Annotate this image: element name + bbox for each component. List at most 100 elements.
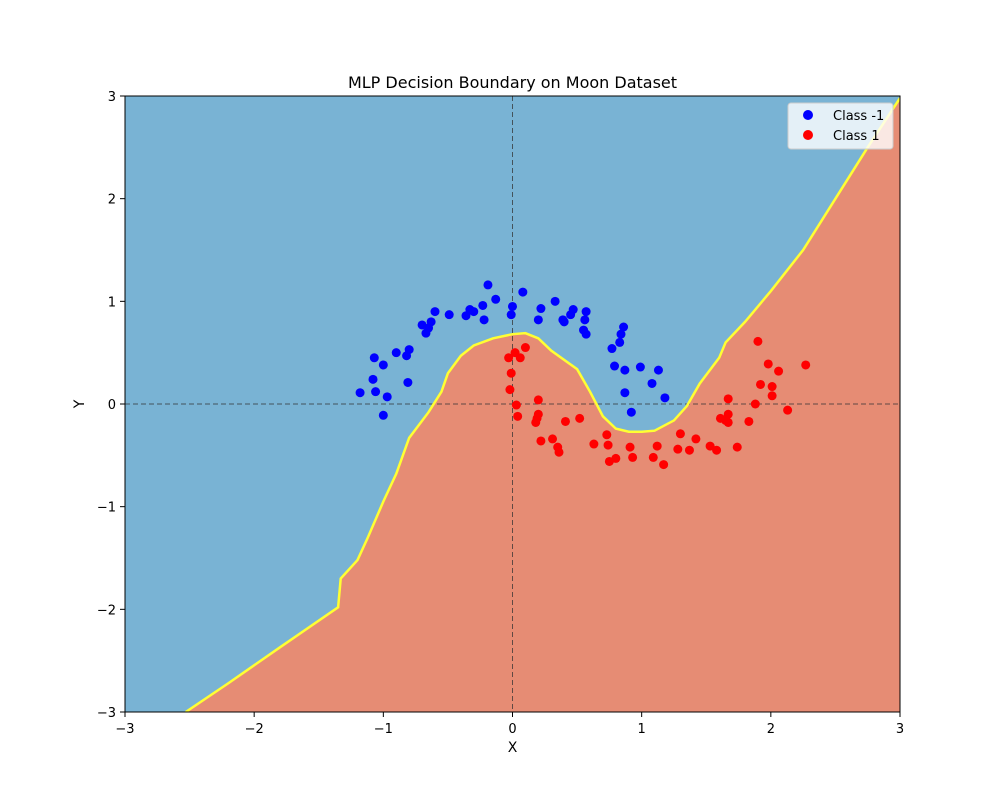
legend: Class -1 Class 1 — [787, 102, 894, 150]
class-pos-point — [533, 395, 543, 405]
class-neg-point — [626, 407, 636, 417]
class-pos-point — [723, 409, 733, 419]
class-pos-point — [506, 368, 516, 378]
class-pos-point — [625, 442, 635, 452]
class-pos-point — [505, 385, 515, 395]
class-neg-point — [619, 322, 629, 332]
legend-marker-class-neg — [803, 110, 813, 120]
class-pos-point — [536, 436, 546, 446]
class-neg-point — [403, 377, 413, 387]
class-pos-point — [652, 441, 662, 451]
class-neg-point — [550, 296, 560, 306]
y-axis-ticks: −3 −2 −1 0 1 2 3 — [97, 90, 125, 721]
class-pos-point — [515, 353, 525, 363]
class-neg-point — [607, 344, 617, 354]
class-pos-point — [767, 391, 777, 401]
x-tick-label: 0 — [508, 722, 516, 737]
class-neg-point — [483, 280, 493, 290]
class-neg-point — [426, 317, 436, 327]
legend-label-class-pos: Class 1 — [833, 129, 880, 144]
x-tick-label: 2 — [767, 722, 775, 737]
class-neg-point — [620, 388, 630, 398]
class-pos-point — [756, 379, 765, 389]
class-pos-point — [504, 353, 514, 363]
class-pos-point — [602, 430, 612, 440]
class-pos-point — [673, 444, 683, 454]
y-tick-label: 2 — [108, 193, 116, 208]
class-pos-point — [783, 405, 793, 415]
class-neg-point — [430, 307, 440, 317]
plot-area — [125, 96, 900, 712]
class-neg-point — [616, 329, 626, 339]
y-tick-label: −3 — [97, 706, 116, 721]
class-neg-point — [653, 365, 663, 375]
class-pos-point — [513, 411, 523, 421]
y-tick-label: −2 — [97, 603, 116, 618]
class-neg-point — [615, 337, 625, 347]
class-pos-point — [560, 416, 570, 426]
class-pos-point — [801, 360, 811, 370]
legend-marker-class-pos — [803, 130, 813, 140]
class-pos-point — [589, 439, 599, 449]
x-axis-label: X — [508, 740, 518, 756]
class-pos-point — [659, 460, 669, 470]
class-pos-point — [554, 447, 564, 457]
class-neg-point — [479, 315, 489, 325]
class-neg-point — [610, 361, 620, 371]
class-neg-point — [568, 305, 578, 315]
class-pos-point — [511, 400, 521, 410]
x-tick-label: −2 — [245, 722, 264, 737]
x-tick-label: 1 — [638, 722, 646, 737]
class-pos-point — [732, 442, 742, 452]
class-pos-point — [750, 399, 760, 409]
x-axis-ticks: −3 −2 −1 0 1 2 3 — [115, 712, 904, 737]
class-neg-point — [635, 362, 645, 372]
y-tick-label: 3 — [108, 90, 116, 105]
class-pos-point — [628, 452, 638, 462]
class-neg-point — [478, 300, 488, 310]
class-neg-point — [444, 310, 454, 320]
class-pos-point — [723, 394, 733, 404]
legend-label-class-neg: Class -1 — [833, 109, 884, 124]
x-tick-label: 3 — [896, 722, 904, 737]
class-neg-point — [382, 392, 392, 402]
class-neg-point — [469, 307, 479, 317]
class-pos-point — [603, 440, 613, 450]
x-tick-label: −3 — [115, 722, 134, 737]
class-neg-point — [378, 410, 388, 420]
class-pos-point — [691, 434, 701, 444]
y-tick-label: −1 — [97, 501, 116, 516]
class-pos-point — [774, 366, 784, 376]
class-pos-point — [675, 429, 685, 439]
class-neg-point — [660, 393, 670, 403]
class-pos-point — [712, 445, 722, 455]
class-neg-point — [580, 315, 590, 325]
class-pos-point — [744, 416, 754, 426]
class-neg-point — [581, 307, 591, 317]
class-pos-point — [648, 452, 658, 462]
class-neg-point — [508, 301, 517, 311]
class-pos-point — [723, 417, 733, 427]
class-neg-point — [533, 315, 543, 325]
legend-box — [787, 102, 894, 150]
class-pos-point — [684, 445, 694, 455]
class-neg-point — [369, 353, 379, 363]
class-pos-point — [575, 413, 585, 423]
class-pos-point — [533, 409, 543, 419]
class-neg-point — [368, 374, 378, 384]
class-pos-region — [185, 98, 900, 712]
class-neg-point — [378, 360, 388, 370]
y-tick-label: 0 — [108, 398, 116, 413]
y-tick-label: 1 — [108, 295, 116, 310]
class-neg-point — [559, 317, 569, 327]
class-neg-point — [491, 294, 501, 304]
class-neg-point — [536, 304, 546, 314]
class-pos-point — [753, 336, 763, 346]
class-neg-point — [391, 348, 401, 358]
class-pos-point — [763, 359, 773, 369]
class-neg-point — [371, 387, 381, 397]
class-neg-point — [581, 329, 591, 339]
chart-title: MLP Decision Boundary on Moon Dataset — [348, 73, 677, 92]
x-tick-label: −1 — [374, 722, 393, 737]
